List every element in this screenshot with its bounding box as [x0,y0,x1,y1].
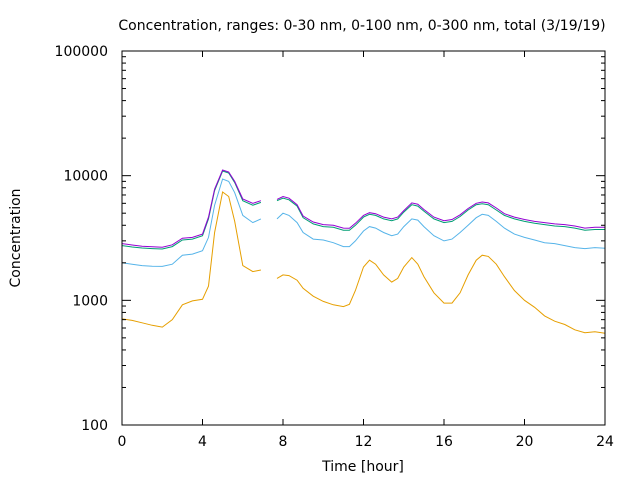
x-axis-label: Time [hour] [321,459,404,475]
y-tick-label: 100000 [55,44,108,60]
series-1-line-segment-1 [121,191,261,328]
y-tick-label: 10000 [63,169,108,185]
ticks-layer: 0 4 8 12 16 20 24 100 1000 10000 100000 [55,44,614,450]
series-4-line-segment-1 [121,169,262,248]
x-tick-label: 16 [435,434,453,450]
x-tick-label: 0 [118,434,127,450]
x-tick-label: 8 [279,434,288,450]
series-1-line-segment-2 [276,254,606,334]
x-tick-label: 4 [198,434,207,450]
series-layer [121,169,606,334]
x-tick-label: 20 [516,434,534,450]
series-4-line-segment-2 [276,195,605,229]
y-tick-label: 1000 [72,293,108,309]
series-3-line-segment-1 [121,170,262,250]
x-tick-label: 12 [355,434,373,450]
chart-title: Concentration, ranges: 0-30 nm, 0-100 nm… [118,18,605,34]
series-2-line-segment-1 [121,178,262,267]
series-3-line-segment-2 [276,197,605,231]
y-axis-label: Concentration [8,188,24,287]
x-tick-label: 24 [596,434,614,450]
series-2-line-segment-2 [276,212,606,250]
y-tick-label: 100 [81,418,108,434]
